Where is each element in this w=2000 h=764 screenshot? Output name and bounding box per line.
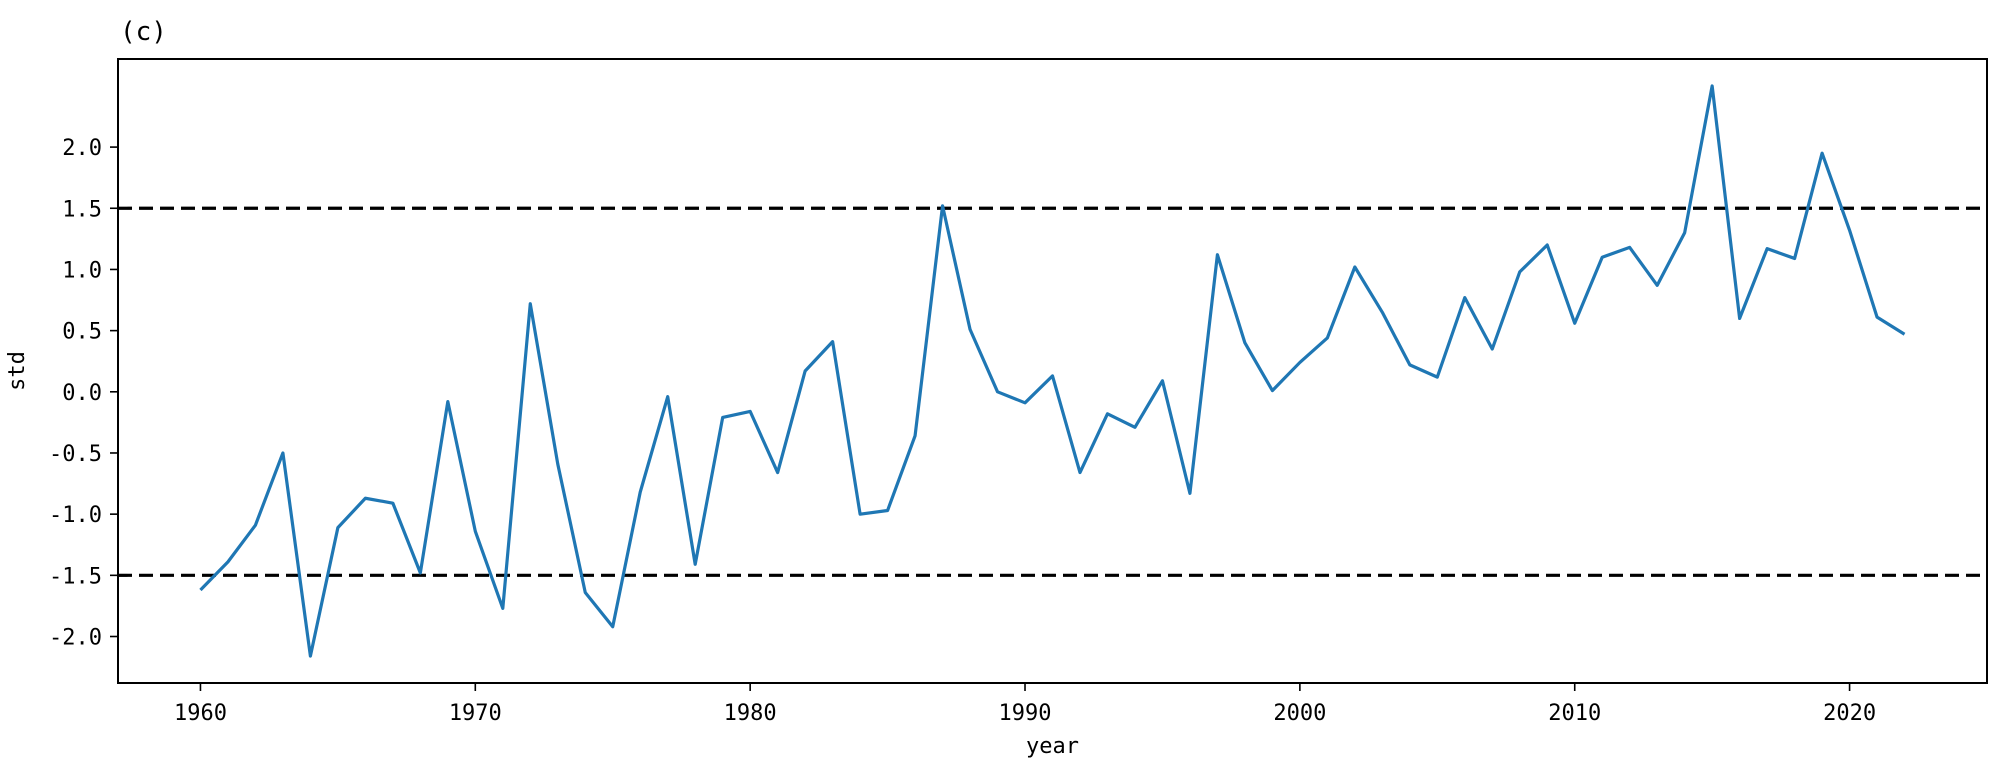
- x-tick-label-2010: 2010: [1548, 701, 1601, 726]
- x-tick-label-1960: 1960: [174, 701, 227, 726]
- y-tick-label-2.0: 2.0: [62, 136, 102, 161]
- y-axis: -2.0 -1.5 -1.0 -0.5 0.0 0.5 1.0 1.5 2.0: [49, 136, 118, 651]
- y-tick-label-1.5: 1.5: [62, 197, 102, 222]
- x-axis: 1960 1970 1980 1990 2000 2010 2020: [174, 683, 1876, 726]
- y-tick-label--1.5: -1.5: [49, 564, 102, 589]
- y-tick-label-0.0: 0.0: [62, 381, 102, 406]
- x-tick-label-2000: 2000: [1273, 701, 1326, 726]
- x-axis-label: year: [1026, 734, 1079, 759]
- y-tick-label--1.0: -1.0: [49, 503, 102, 528]
- x-tick-label-2020: 2020: [1823, 701, 1876, 726]
- y-tick-label-0.5: 0.5: [62, 320, 102, 345]
- x-tick-label-1990: 1990: [999, 701, 1052, 726]
- plot-area: [117, 58, 1988, 684]
- y-tick-label-1.0: 1.0: [62, 258, 102, 283]
- panel-label: (c): [120, 17, 167, 47]
- series-line: [199, 84, 1906, 658]
- y-axis-label: std: [5, 351, 30, 391]
- y-tick-label--0.5: -0.5: [49, 442, 102, 467]
- x-tick-label-1970: 1970: [449, 701, 502, 726]
- plot-frame: [117, 58, 1988, 684]
- threshold-lines: [118, 206, 1987, 577]
- x-tick-label-1980: 1980: [724, 701, 777, 726]
- data-points: [198, 84, 1906, 658]
- y-tick-label--2.0: -2.0: [49, 626, 102, 651]
